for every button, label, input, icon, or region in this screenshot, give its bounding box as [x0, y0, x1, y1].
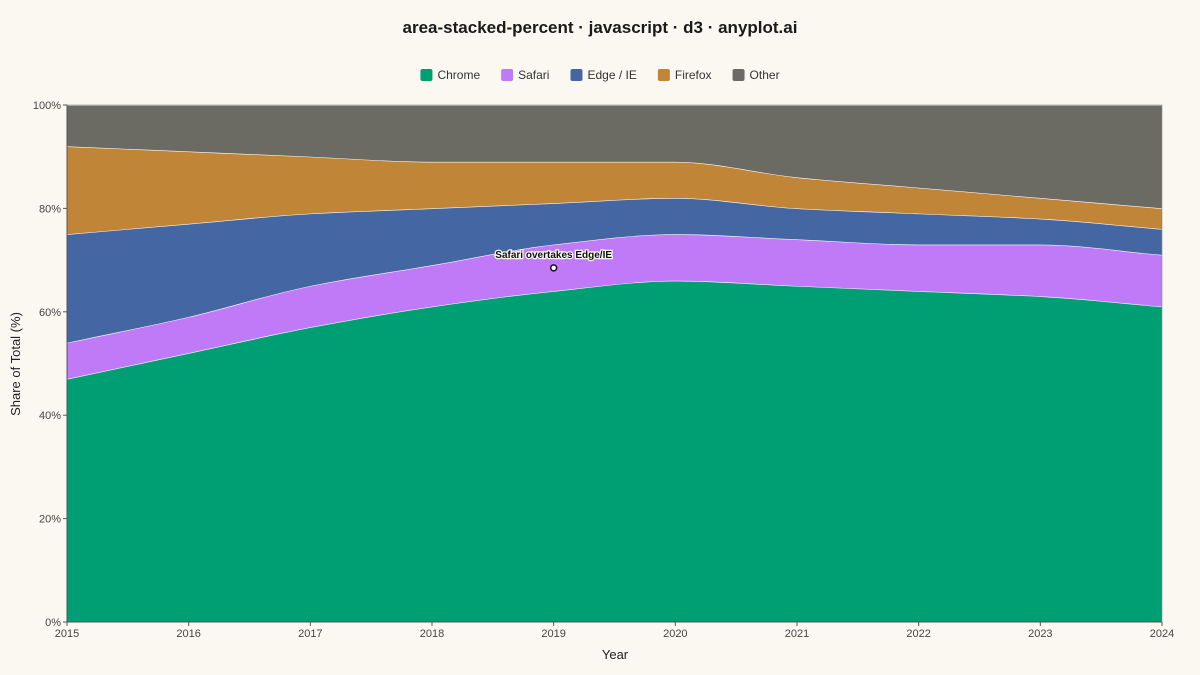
y-tick-label: 80% [39, 203, 61, 215]
x-tick-label: 2023 [1028, 628, 1052, 640]
legend-label-other: Other [750, 68, 780, 82]
x-tick-label: 2024 [1150, 628, 1174, 640]
legend: Chrome Safari Edge / IE Firefox Other [420, 68, 780, 82]
annotation: Safari overtakes Edge/IE [494, 249, 614, 272]
y-tick-label: 60% [39, 307, 61, 319]
legend-label-firefox: Firefox [675, 68, 712, 82]
area-chrome [67, 280, 1162, 622]
legend-swatch-chrome [420, 69, 433, 81]
y-axis-label: Share of Total (%) [8, 312, 23, 416]
x-tick-label: 2017 [298, 628, 322, 640]
x-axis-label: Year [602, 647, 629, 662]
legend-label-safari: Safari [518, 68, 549, 82]
y-tick-label: 40% [39, 410, 61, 422]
stacked-areas [66, 104, 1163, 623]
legend-swatch-other [732, 69, 745, 81]
legend-label-chrome: Chrome [437, 68, 480, 82]
area-firefox [67, 146, 1162, 235]
x-tick-label: 2019 [541, 628, 565, 640]
annotation-text: Safari overtakes Edge/IE [495, 250, 612, 261]
x-tick-label: 2020 [663, 628, 687, 640]
y-tick-label: 100% [33, 100, 61, 112]
legend-swatch-firefox [657, 69, 670, 81]
y-tick-label: 0% [45, 617, 61, 629]
y-tick-label: 20% [39, 514, 61, 526]
chart-title: area-stacked-percent · javascript · d3 ·… [403, 18, 798, 37]
legend-swatch-safari [501, 69, 514, 81]
x-tick-label: 2015 [55, 628, 79, 640]
axes: 2015 2016 2017 2018 2019 2020 2021 2022 2023 2024… [33, 100, 1174, 640]
area-other [67, 105, 1162, 209]
area-edge-ie [67, 198, 1162, 343]
legend-swatch-edge-ie [570, 69, 583, 81]
annotation-marker [549, 264, 558, 272]
x-tick-label: 2016 [176, 628, 200, 640]
legend-label-edge-ie: Edge / IE [587, 68, 636, 82]
x-tick-label: 2018 [420, 628, 444, 640]
area-safari [67, 234, 1162, 380]
x-tick-label: 2022 [906, 628, 930, 640]
x-tick-label: 2021 [785, 628, 809, 640]
